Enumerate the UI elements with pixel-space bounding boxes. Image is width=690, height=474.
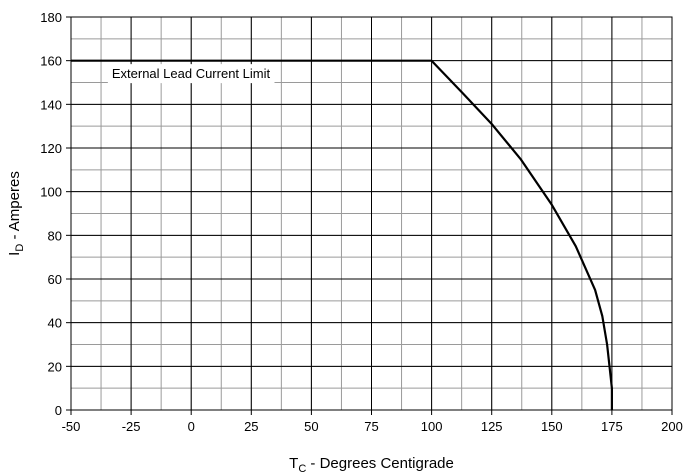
y-tick-label: 80 <box>48 228 62 243</box>
annotations: External Lead Current Limit <box>107 64 275 84</box>
annotation-label: External Lead Current Limit <box>112 66 271 81</box>
x-tick-label: 25 <box>244 419 258 434</box>
x-axis-title-subscript: C <box>298 463 306 474</box>
y-tick-label: 20 <box>48 359 62 374</box>
y-tick-label: 100 <box>40 185 62 200</box>
x-tick-label: 150 <box>541 419 563 434</box>
series-layer <box>71 59 614 410</box>
x-tick-labels: -50 -25 0 25 50 75 100 125 150 175 200 <box>62 410 683 434</box>
y-tick-label: 60 <box>48 272 62 287</box>
x-tick-label: 125 <box>481 419 503 434</box>
x-tick-label: 50 <box>304 419 318 434</box>
x-axis-title-main: T <box>289 455 298 472</box>
y-tick-label: 120 <box>40 141 62 156</box>
x-tick-label: 175 <box>601 419 623 434</box>
y-tick-label: 40 <box>48 316 62 331</box>
x-tick-label: 75 <box>364 419 378 434</box>
y-tick-label: 180 <box>40 10 62 25</box>
x-tick-label: 0 <box>188 419 195 434</box>
series-line <box>71 59 614 410</box>
y-tick-labels: 0 20 40 60 80 100 120 140 160 180 <box>40 10 71 418</box>
annotation-background <box>107 64 275 84</box>
y-tick-label: 160 <box>40 54 62 69</box>
x-tick-label: 200 <box>661 419 683 434</box>
x-tick-label: -50 <box>62 419 81 434</box>
y-axis-title-main: I <box>6 252 23 256</box>
y-axis-title-subscript: D <box>14 244 26 252</box>
y-axis-title-rest: - Amperes <box>6 171 23 244</box>
x-tick-label: 100 <box>421 419 443 434</box>
x-tick-label: -25 <box>122 419 141 434</box>
y-tick-label: 140 <box>40 97 62 112</box>
y-tick-label: 0 <box>55 403 62 418</box>
x-axis-title: TC - Degrees Centigrade <box>289 455 454 474</box>
x-axis-title-rest: - Degrees Centigrade <box>306 455 454 472</box>
y-axis-title: ID - Amperes <box>6 171 26 256</box>
